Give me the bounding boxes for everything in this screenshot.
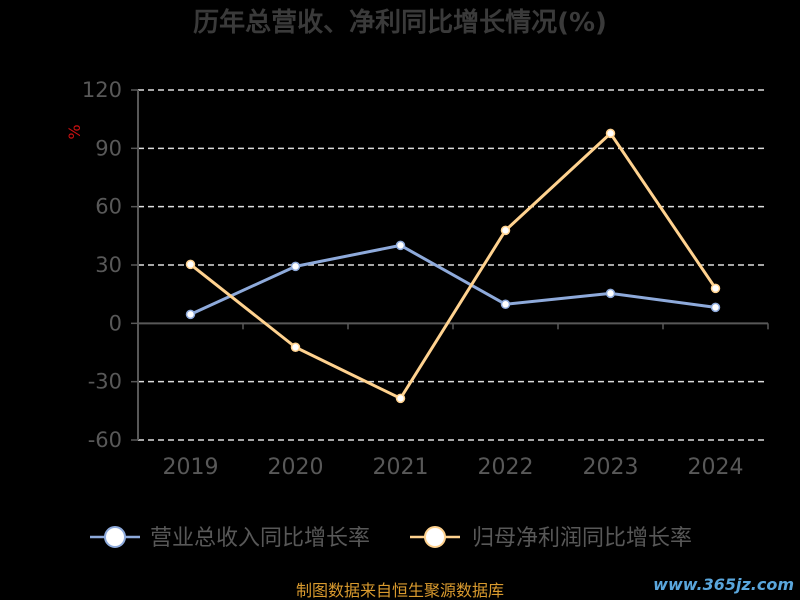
x-tick-label: 2024 — [688, 455, 744, 480]
legend-item-net-profit-growth[interactable]: 归母净利润同比增长率 — [410, 526, 692, 551]
y-tick-label: 120 — [82, 78, 122, 102]
y-tick-label: -30 — [88, 370, 122, 394]
data-point-marker — [500, 299, 511, 310]
x-tick-label: 2023 — [583, 455, 639, 480]
legend-circle-icon — [104, 526, 126, 548]
y-tick-label: 0 — [109, 311, 122, 335]
y-tick-label: 60 — [95, 195, 122, 219]
y-tick-label: 30 — [95, 253, 122, 277]
data-point-marker — [605, 128, 616, 139]
data-point-marker — [290, 261, 301, 272]
axes — [131, 89, 769, 441]
data-point-marker — [500, 225, 511, 236]
legend-circle-icon — [424, 526, 446, 548]
data-point-marker — [290, 342, 301, 352]
legend-label: 营业总收入同比增长率 — [150, 526, 370, 551]
legend-item-revenue-growth[interactable]: 营业总收入同比增长率 — [90, 526, 370, 551]
x-tick-label: 2020 — [268, 455, 324, 480]
x-tick-label: 2019 — [163, 455, 219, 480]
gridlines — [138, 89, 768, 441]
legend: 营业总收入同比增长率 归母净利润同比增长率 — [90, 526, 692, 551]
series-line-1 — [189, 243, 716, 316]
y-tick-labels: 120 90 60 30 0 -30 -60 — [82, 78, 122, 452]
series-lines — [189, 131, 717, 400]
y-tick-label: 90 — [95, 136, 122, 160]
data-point-marker — [710, 283, 721, 294]
data-point-marker — [395, 393, 406, 404]
data-point-marker — [395, 240, 406, 251]
watermark: www.365jz.com — [653, 575, 794, 594]
data-source-note: 制图数据来自恒生聚源数据库 — [296, 581, 504, 600]
y-axis-unit-label: % — [65, 124, 84, 139]
data-point-marker — [710, 302, 721, 313]
data-point-marker — [185, 259, 196, 270]
data-point-marker — [605, 288, 616, 299]
x-tick-label: 2022 — [478, 455, 534, 480]
series-line-2 — [189, 131, 717, 400]
chart-title: 历年总营收、净利同比增长情况(%) — [193, 7, 607, 38]
series-markers — [185, 128, 721, 404]
data-point-marker — [185, 309, 196, 320]
x-tick-label: 2021 — [373, 455, 429, 480]
x-tick-labels: 2019 2020 2021 2022 2023 2024 — [163, 455, 744, 480]
legend-label: 归母净利润同比增长率 — [472, 526, 692, 551]
y-tick-label: -60 — [88, 428, 122, 452]
